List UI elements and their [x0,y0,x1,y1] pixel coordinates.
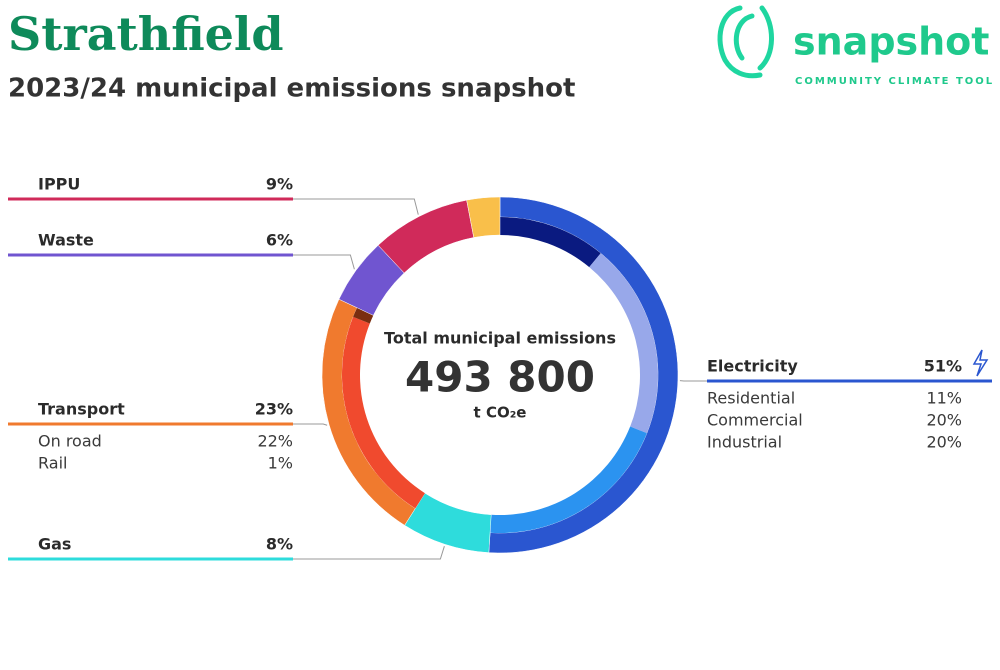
sub-sector [342,316,425,509]
center-label: Total municipal emissions [384,329,616,348]
sub-sector [353,307,374,324]
leader-line [293,546,445,560]
sub-sector [490,426,647,533]
logo-icon [717,5,774,79]
leader-line [293,254,355,270]
sub-sector [589,253,658,434]
logo-name: snapshot [793,20,989,64]
category-label: Transport [38,400,125,419]
electricity-icon [972,349,989,377]
category-value: 9% [266,175,293,194]
logo-tagline: COMMUNITY CLIMATE TOOL [795,76,994,87]
title: Strathfield [8,7,284,61]
sub-value: 1% [268,454,293,473]
category-label: IPPU [38,175,80,194]
subtitle: 2023/24 municipal emissions snapshot [8,74,575,104]
leader-line [293,423,328,426]
sub-value: 11% [926,389,962,408]
category-label: Waste [38,231,94,250]
sub-label: Commercial [707,411,803,430]
category-label: Electricity [707,357,798,376]
sub-sector [500,217,601,268]
category-label: Gas [38,535,71,554]
sub-value: 20% [926,411,962,430]
sub-label: On road [38,432,102,451]
sub-label: Rail [38,454,67,473]
sub-label: Industrial [707,433,782,452]
unit: t CO₂e [474,404,527,422]
category-value: 6% [266,231,293,250]
leader-line [293,198,419,215]
category-value: 51% [924,357,962,376]
category-value: 23% [255,400,293,419]
sub-value: 22% [257,432,293,451]
sub-value: 20% [926,433,962,452]
sub-label: Residential [707,389,795,408]
category-value: 8% [266,535,293,554]
total: 493 800 [405,353,595,402]
sector [466,196,501,238]
